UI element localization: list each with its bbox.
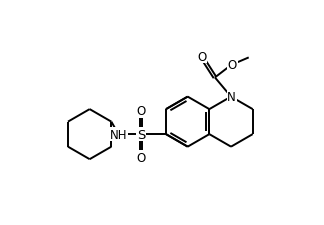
Text: NH: NH [110, 128, 127, 141]
Text: O: O [197, 50, 207, 63]
Text: O: O [228, 59, 237, 72]
Text: O: O [136, 151, 145, 164]
Text: S: S [137, 128, 145, 141]
Text: N: N [227, 91, 236, 104]
Text: O: O [136, 105, 145, 118]
